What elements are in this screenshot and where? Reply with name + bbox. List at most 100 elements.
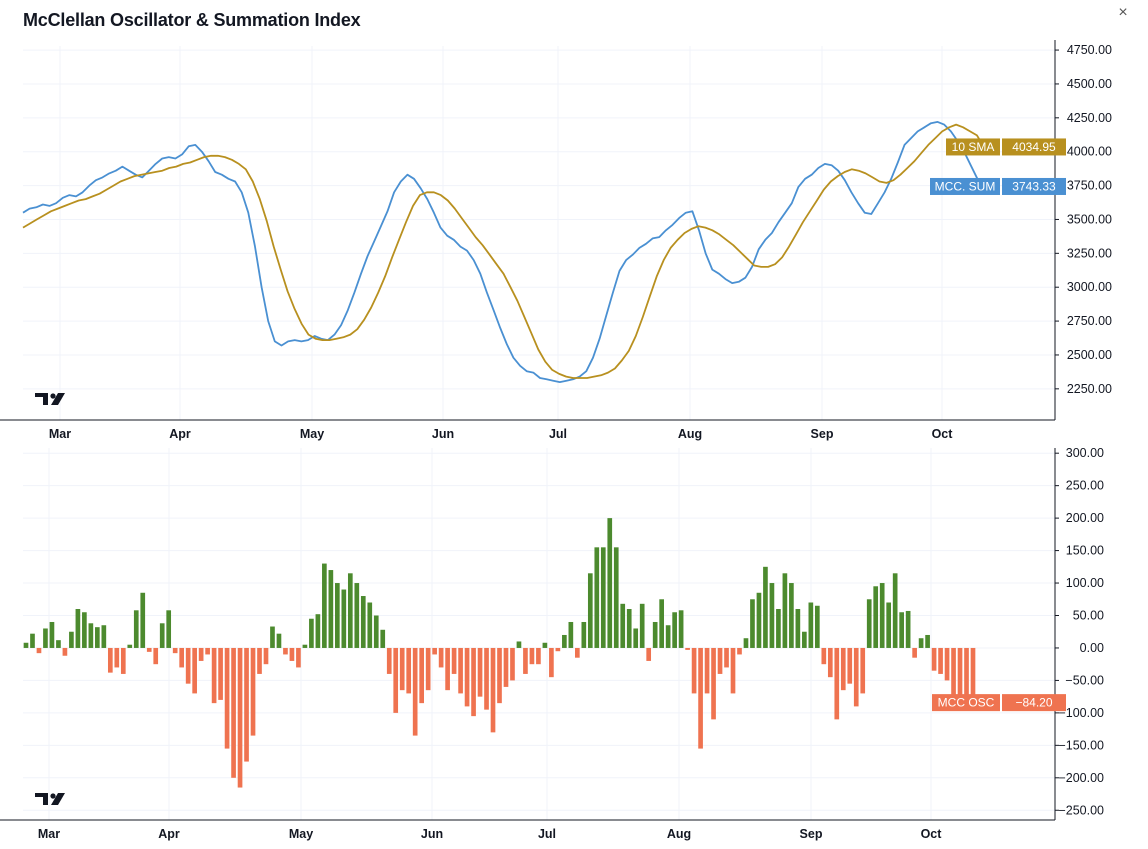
y-tick-label: 3750.00 [1067,179,1112,193]
oscillator-bar [179,647,185,668]
oscillator-bar [335,583,340,648]
oscillator-bar [75,609,81,648]
oscillator-bar [659,599,664,648]
value-tags: 10 SMA 4034.95 MCC. SUM 3743.33 MCC OSC −84.2… [930,138,1066,712]
oscillator-bar [490,647,496,733]
oscillator-bar [737,647,742,655]
oscillator-bar [821,647,827,665]
oscillator-bar [133,610,139,648]
oscillator-bar [698,647,703,749]
oscillator-bar [925,634,930,648]
oscillator-bar [562,634,567,648]
oscillator-bar [827,647,833,678]
oscillator-bar [458,647,463,694]
oscillator-bar [763,566,768,648]
oscillator-bar [347,573,353,648]
sma-tag-label-box [946,138,1000,156]
oscillator-bar [393,647,399,713]
sma-tag: 10 SMA 4034.95 [946,138,1066,156]
oscillator-bar [270,626,275,648]
sum-tag-value: 3743.33 [1012,179,1056,193]
oscillator-bar [302,644,308,648]
oscillator-bar [931,647,937,671]
logos [35,393,65,805]
oscillator-bar [704,647,710,694]
x-tick-label: Jun [432,427,454,441]
oscillator-bar [918,638,924,648]
oscillator-panel [23,518,976,788]
y-tick-label: −100.00 [1058,706,1104,720]
oscillator-bar [938,647,943,674]
oscillator-bar [341,589,347,648]
logo-part [35,793,48,805]
oscillator-bar [471,647,476,717]
y-tick-label: −250.00 [1058,803,1104,817]
x-tick-label: Apr [169,427,191,441]
y-tick-label: 4250.00 [1067,111,1112,125]
sum-tag-value-box [1002,177,1066,195]
oscillator-bar [575,647,580,658]
y-tick-label: 300.00 [1066,446,1104,460]
tradingview-logo [35,793,65,805]
oscillator-bar [445,647,450,691]
oscillator-bar [237,647,243,788]
oscillator-bar [257,647,262,674]
sma-tag-value-box [1002,138,1066,156]
oscillator-bar [276,633,282,648]
osc-tag-value-box [1002,694,1066,712]
oscillator-bar [263,647,269,665]
x-tick-label: Mar [38,827,60,841]
close-icon[interactable]: × [1118,4,1128,21]
oscillator-bar [88,623,94,648]
oscillator-bar [23,642,29,648]
oscillator-bar [620,603,626,648]
oscillator-bar [711,647,716,720]
oscillator-bar [840,647,846,691]
oscillator-bar [464,647,470,707]
logo-part [35,393,48,405]
top-panel-grid [23,46,1055,420]
oscillator-bar [231,647,236,778]
oscillator-bar [95,627,100,648]
y-tick-label: −150.00 [1058,738,1104,752]
oscillator-bar [549,647,554,678]
oscillator-bar [581,621,587,648]
y-tick-label: 3000.00 [1067,280,1112,294]
osc-tag: MCC OSC −84.20 [932,694,1066,712]
oscillator-bar [399,647,405,691]
summation-line [22,121,985,384]
osc-tag-label-box [932,694,1000,712]
summation-index-panel [22,121,985,384]
y-tick-label: −200.00 [1058,771,1104,785]
oscillator-bar [497,647,502,704]
oscillator-bar [127,644,133,648]
oscillator-bar [717,647,723,674]
oscillator-bar [412,647,418,736]
oscillator-bar [140,592,146,648]
x-tick-label: May [289,827,313,841]
oscillator-bar [419,647,424,704]
bottom-panel-grid [23,448,1055,820]
oscillator-bar [691,647,697,694]
oscillator-bar [873,586,879,648]
osc-tag-label: MCC OSC [938,696,995,710]
y-tick-label: 50.00 [1073,608,1104,622]
tradingview-logo [35,393,65,405]
oscillator-bar [367,602,373,648]
oscillator-bar [380,629,386,648]
logo-part [51,393,65,405]
oscillator-bar [114,647,120,668]
oscillator-bar [211,647,217,704]
oscillator-bar [782,573,788,648]
oscillator-bar [438,647,444,668]
oscillator-bar [685,647,690,650]
oscillator-bar [510,647,515,681]
oscillator-bar [970,647,976,703]
oscillator-bar [536,647,541,665]
oscillator-bar [43,628,48,648]
oscillator-bar [192,647,197,694]
oscillator-bar [354,583,360,648]
oscillator-bar [153,647,159,665]
oscillator-bar [944,647,950,681]
oscillator-bar [432,647,437,655]
